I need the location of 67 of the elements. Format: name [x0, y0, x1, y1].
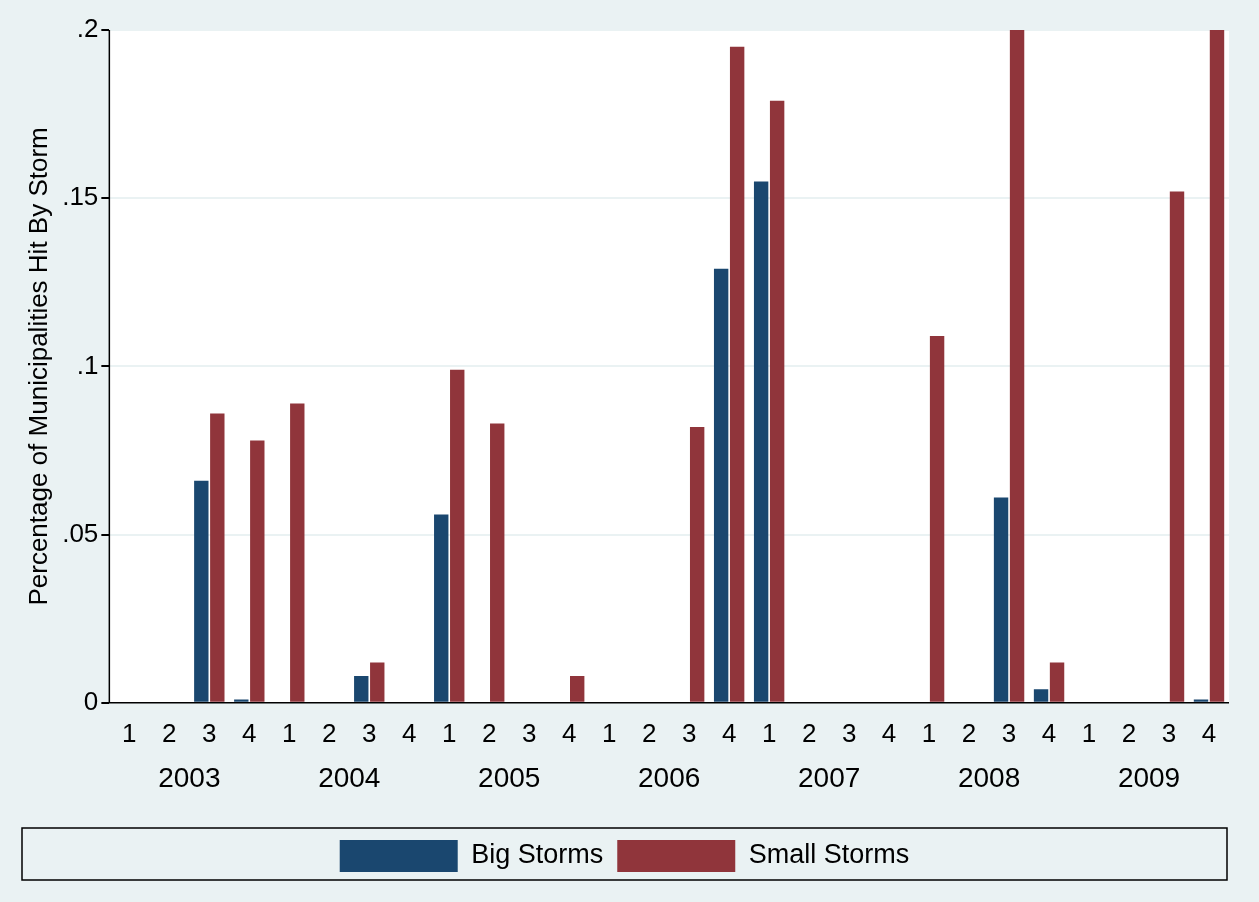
x-tick-label: 2: [481, 717, 497, 748]
bar: [234, 699, 249, 702]
x-tick-label: 4: [1041, 717, 1057, 748]
bar: [490, 423, 505, 702]
x-tick-label: 2: [961, 717, 977, 748]
legend-label: Small Storms: [748, 839, 910, 870]
legend-label: Big Storms: [471, 839, 604, 870]
bar: [1009, 30, 1025, 702]
x-tick-label: 2: [322, 717, 337, 748]
bar: [570, 675, 585, 702]
x-tick-label: 4: [561, 717, 577, 748]
bar: [354, 675, 369, 702]
bar: [929, 336, 945, 702]
x-tick-label: 1: [761, 717, 777, 748]
text: 2003: [158, 761, 221, 793]
bar: [689, 426, 705, 702]
x-tick-label: 3: [362, 717, 377, 748]
y-tick-label: .05: [62, 517, 99, 548]
x-tick-label: 3: [1001, 717, 1017, 748]
bar: [434, 514, 449, 702]
x-tick-label: 3: [521, 717, 537, 748]
text: 2007: [797, 761, 861, 793]
bar: [1169, 191, 1185, 702]
x-tick-label: 3: [841, 717, 857, 748]
text: 2005: [478, 761, 541, 793]
x-tick-label: 1: [921, 717, 937, 748]
bar: [769, 100, 785, 702]
x-tick-label: 4: [881, 717, 897, 748]
x-tick-label: 2: [801, 717, 817, 748]
x-tick-label: 4: [721, 717, 737, 748]
y-tick-label: 0: [83, 685, 99, 716]
x-tick-label: 2: [641, 717, 657, 748]
x-tick-label: 4: [402, 717, 417, 748]
text: 2006: [638, 761, 701, 793]
y-axis-title: Percentage of Municipalities Hit By Storm: [22, 127, 53, 606]
bar: [210, 413, 225, 702]
bar: [1033, 689, 1049, 702]
bar: [713, 268, 729, 702]
bar: [370, 662, 385, 702]
x-tick-label: 4: [242, 717, 257, 748]
x-tick-label: 2: [1121, 717, 1137, 748]
x-tick-label: 1: [1081, 717, 1097, 748]
bar: [753, 181, 769, 702]
y-tick-label: .2: [76, 13, 99, 44]
bar: [993, 497, 1009, 702]
x-tick-label: 4: [1201, 717, 1217, 748]
bar: [1193, 699, 1209, 702]
x-tick-label: 2: [162, 717, 177, 748]
bar: [290, 403, 305, 702]
bar: [194, 480, 209, 702]
bar: [250, 440, 265, 702]
text: 2008: [957, 761, 1021, 793]
x-tick-label: 3: [202, 717, 217, 748]
y-tick-label: .1: [76, 349, 99, 380]
bar: [729, 46, 745, 702]
x-tick-label: 1: [442, 717, 457, 748]
x-tick-label: 1: [282, 717, 297, 748]
y-tick-label: .15: [62, 181, 99, 212]
x-tick-label: 3: [681, 717, 697, 748]
text: 2004: [318, 761, 381, 793]
x-tick-label: 1: [601, 717, 617, 748]
bar: [1049, 662, 1065, 702]
bar: [450, 369, 465, 702]
x-tick-label: 1: [122, 717, 137, 748]
text: 2009: [1117, 761, 1181, 793]
x-tick-label: 3: [1161, 717, 1177, 748]
bar: [1209, 30, 1225, 702]
